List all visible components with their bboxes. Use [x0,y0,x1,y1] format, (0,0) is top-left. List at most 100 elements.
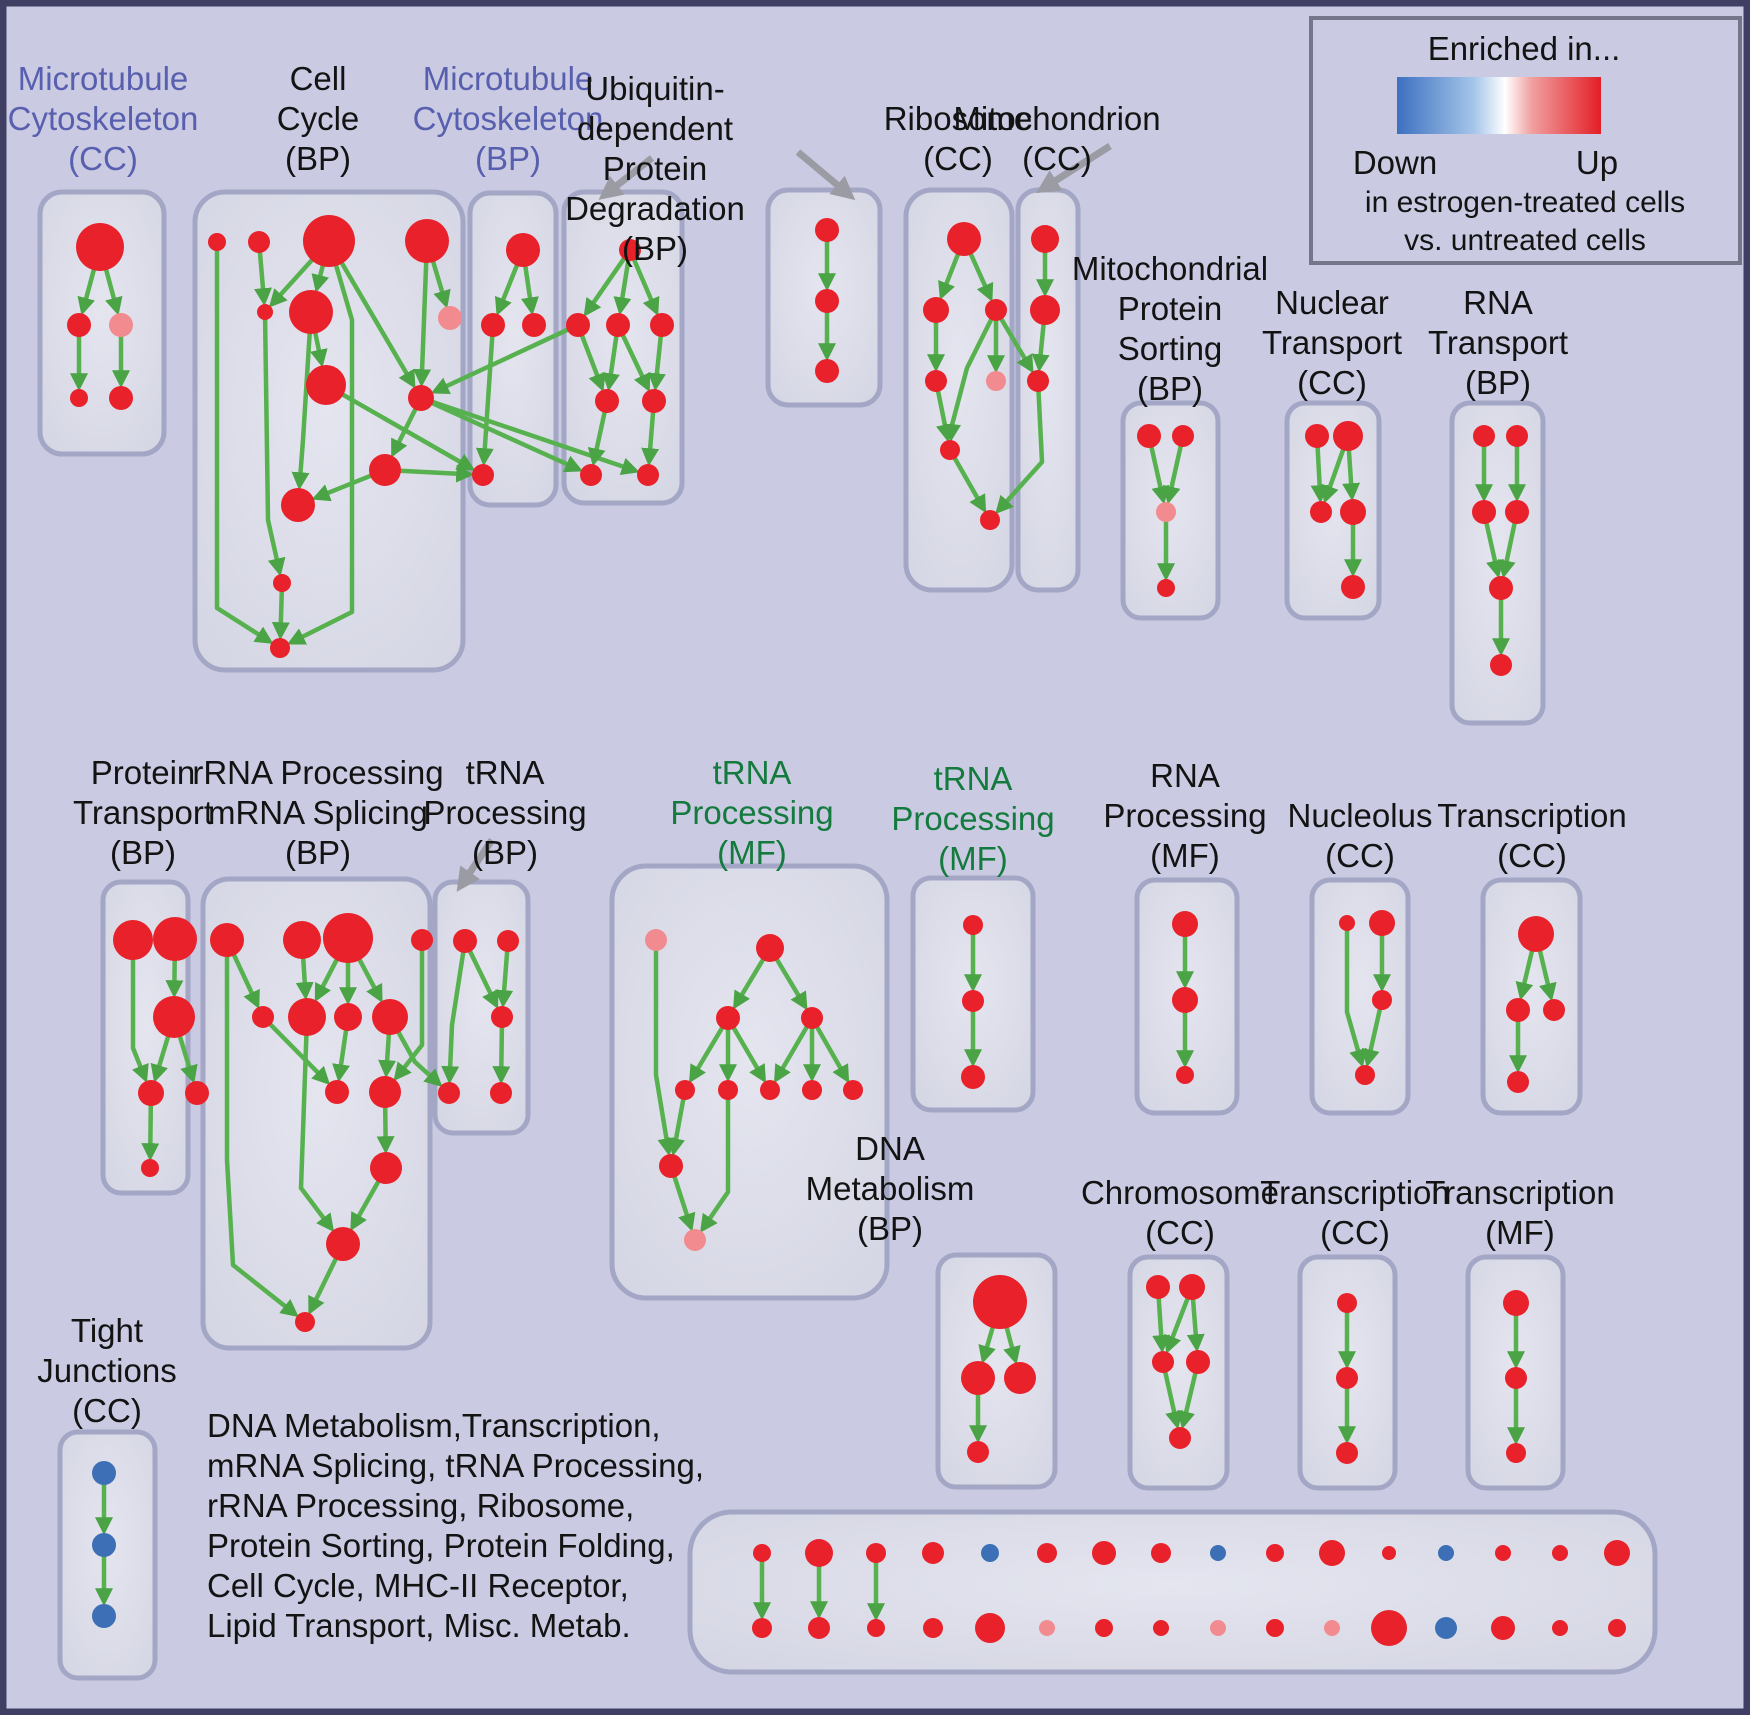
edge-ch_tr-ch_mr [1186,1298,1205,1353]
misc-categories-text-line5: Cell Cycle, MHC-II Receptor, [207,1567,629,1604]
label-microtubule-cytoskeleton-bp-line2: Cytoskeleton [413,100,604,137]
edge-rb_t-rb_ml [938,253,961,301]
label-microtubule-cytoskeleton-cc-line3: (CC) [68,140,138,177]
label-cell-cycle-bp-line3: (BP) [285,140,351,177]
label-rna-processing-mf-line1: RNA [1150,757,1220,794]
misc-node-col4-top [922,1542,944,1564]
misc-node-col8-bottom [1153,1620,1169,1636]
go-term-node-u2a [815,218,839,242]
label-nucleolus-cc-line2: (CC) [1325,837,1395,874]
label-ubiquitin-dependent-protein-degradation-bp-line3: Protein [603,150,708,187]
label-cell-cycle-bp-line1: Cell [290,60,347,97]
edge-nt_tl-nt_ml [1310,446,1329,504]
edge-ub_mm-ub_lr [620,333,651,393]
go-term-node-cc10 [273,574,291,592]
edge-tbp_tl-tbp_ll [441,951,466,1085]
misc-node-col15-bottom [1552,1620,1568,1636]
edge-rb_mr-rb_s [943,317,994,443]
go-term-node-rt_b [1490,654,1512,676]
edge-tmf_lo-tmf_pb [672,1175,696,1232]
misc-node-col13-bottom [1435,1617,1457,1639]
edge-dm_t-dm_lr [1003,1326,1021,1365]
label-pointer-arrow-2 [795,149,856,201]
go-term-node-mt_l [1027,370,1049,392]
label-microtubule-cytoskeleton-bp-line3: (BP) [475,140,541,177]
go-term-node-tmf_r3 [802,1080,822,1100]
misc-node-col9-bottom [1210,1620,1226,1636]
label-rna-transport-bp-line1: RNA [1463,284,1533,321]
edge-ub_t-ub_ml [583,256,627,317]
go-term-node-rd [411,929,433,951]
go-term-node-ub_lr [642,389,666,413]
edge-mtcc_t-mtcc_ml [77,268,97,316]
misc-text-block: DNA Metabolism,Transcription,mRNA Splici… [207,1407,704,1644]
go-term-node-ub_mm [606,313,630,337]
edge-dm_t-dm_ll [978,1326,996,1364]
edge-ub_mm-ub_ll [602,335,620,392]
go-term-node-nt_ml [1310,501,1332,523]
edge-rb_mr-mt_l [999,317,1034,374]
edge-tmf_r0-tmf_lo [667,1098,686,1157]
go-term-node-nt_mr [1340,499,1366,525]
label-mitochondrial-protein-sorting-bp-line3: Sorting [1118,330,1223,367]
edge-ra-rm [224,956,299,1318]
go-term-node-tc2_b [1336,1367,1358,1389]
label-mitochondrial-protein-sorting-bp-line2: Protein [1118,290,1223,327]
edge-tbp_tr-tbp_m [495,950,514,1009]
edge-pt_m-pt_ll [150,1035,171,1083]
label-rna-transport-bp-line3: (BP) [1465,364,1531,401]
go-term-node-tbp_lr [490,1082,512,1104]
go-term-node-rc [323,913,373,963]
go-term-node-tbp_ll [438,1082,460,1104]
go-term-node-tbp_m [491,1006,513,1028]
legend-gradient-bar [1397,77,1601,134]
misc-node-col7-top [1092,1541,1116,1565]
label-ubiquitin-dependent-protein-degradation-bp: Ubiquitin-dependentProteinDegradation(BP… [565,70,745,267]
label-cell-cycle-bp-line2: Cycle [277,100,360,137]
legend-up-label: Up [1576,144,1618,181]
go-term-node-cc5 [289,290,333,334]
label-trna-processing-mf-2-line3: (MF) [938,840,1008,877]
misc-node-col11-bottom [1324,1620,1340,1636]
go-term-node-rb_s [940,440,960,460]
go-term-node-rt_l [1489,576,1513,600]
go-term-node-ub_mr [650,313,674,337]
go-term-node-cc0 [208,233,226,251]
edge-cc2-cc5 [311,264,330,293]
go-term-node-rb2 [283,921,321,959]
edge-cc2-cc11 [286,264,355,645]
label-pointer-arrow-4 [456,838,495,892]
go-term-node-pt_t1 [113,920,153,960]
edge-cc8-cc9 [311,473,372,502]
label-trna-processing-mf-1-line3: (MF) [717,834,787,871]
edge-mt_m-mt_l [1031,323,1050,373]
label-pointer-arrow-1 [598,155,655,200]
misc-node-col13-top [1438,1545,1454,1561]
misc-node-col10-bottom [1266,1619,1284,1637]
misc-node-col1-top [753,1544,771,1562]
label-rrna-processing-mrna-splicing-bp-line3: (BP) [285,834,351,871]
edge-rh-rj [378,1033,397,1079]
label-mitochondrion-cc-line2: (CC) [1022,140,1092,177]
misc-node-col3-bottom [867,1619,885,1637]
edge-rg-ri [332,1029,350,1083]
go-term-node-nt_b [1341,575,1365,599]
misc-categories-text-line1: DNA Metabolism,Transcription, [207,1407,661,1444]
misc-node-col5-top [981,1544,999,1562]
go-term-node-tm2_c [961,1065,985,1089]
label-microtubule-cytoskeleton-cc-line2: Cytoskeleton [8,100,199,137]
go-term-node-rb_b [980,510,1000,530]
label-ubiquitin-dependent-protein-degradation-bp-line5: (BP) [622,230,688,267]
go-term-node-u2b [815,289,839,313]
go-term-node-ccp [438,306,462,330]
label-protein-transport-bp-line3: (BP) [110,834,176,871]
go-term-node-tmf_t [756,934,784,962]
